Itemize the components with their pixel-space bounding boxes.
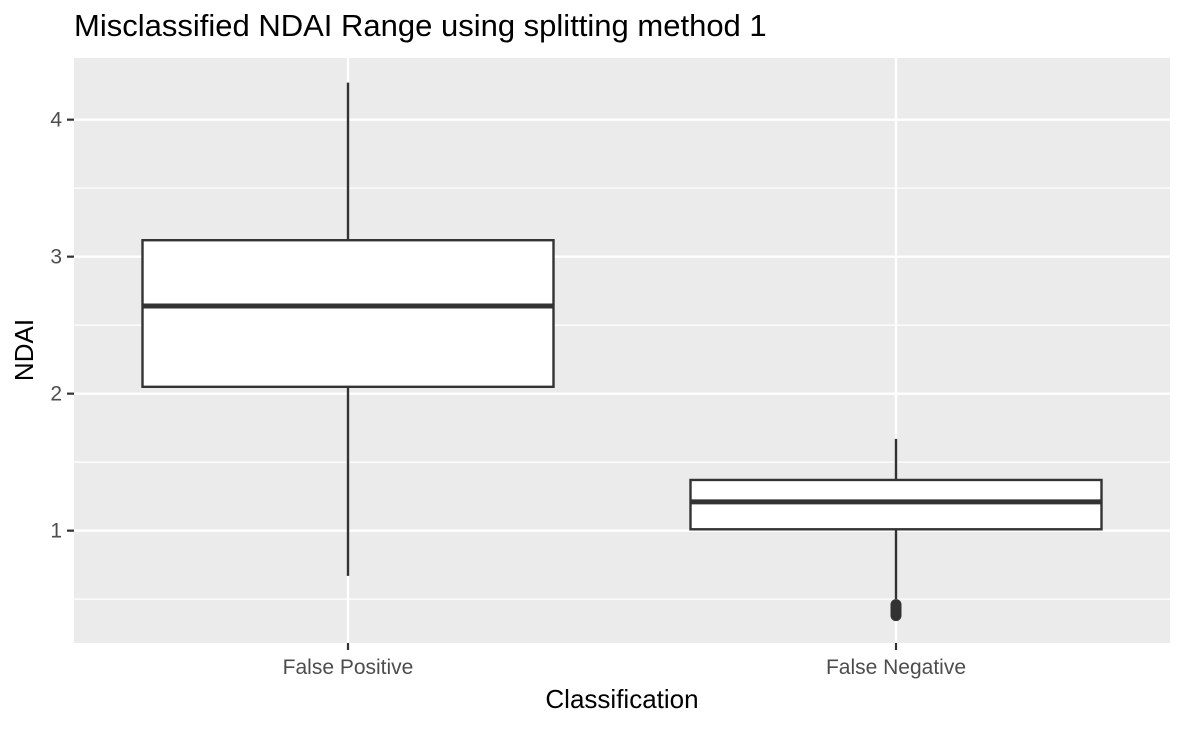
x-axis-title: Classification xyxy=(545,684,698,714)
outlier-point xyxy=(890,599,902,611)
y-axis-title: NDAI xyxy=(9,319,39,381)
y-tick-label: 2 xyxy=(50,383,62,406)
chart-title: Misclassified NDAI Range using splitting… xyxy=(74,8,767,43)
box-iqr xyxy=(689,478,1103,531)
x-tick-label: False Positive xyxy=(283,656,414,679)
x-tick-label: False Negative xyxy=(826,656,966,679)
y-tick-label: 4 xyxy=(50,109,62,132)
y-tick-label: 3 xyxy=(50,246,62,269)
boxes xyxy=(141,82,1103,622)
box-iqr xyxy=(141,239,555,389)
axes: 1 2 3 4 False Positive False Negative xyxy=(50,109,966,679)
y-tick-label: 1 xyxy=(50,520,62,543)
